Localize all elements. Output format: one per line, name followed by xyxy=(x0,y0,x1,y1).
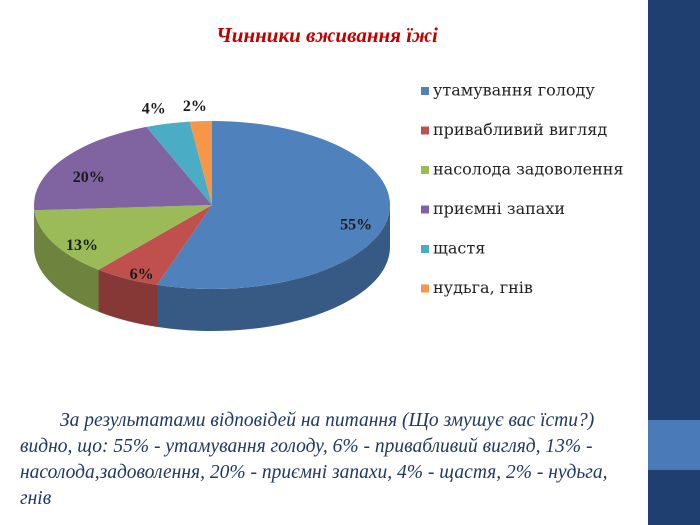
legend-swatch xyxy=(421,87,429,95)
pie-slice xyxy=(146,121,212,205)
pie-side xyxy=(34,210,99,312)
legend-swatch xyxy=(421,284,429,293)
legend-label: щастя xyxy=(433,239,485,258)
pie-slice xyxy=(33,126,212,211)
caption: За результатами відповідей на питання (Щ… xyxy=(20,410,608,509)
pie-side xyxy=(98,269,157,327)
pie-side xyxy=(156,205,390,331)
pie-slice xyxy=(34,205,212,270)
data-label: 55% xyxy=(340,216,372,233)
data-label: 20% xyxy=(73,169,105,186)
data-label: 6% xyxy=(130,266,154,283)
pie-slice xyxy=(98,205,212,285)
legend-swatch xyxy=(421,126,429,135)
sidebar-accent xyxy=(648,420,700,470)
chart: Чинники вживання їжі 55% 6% 13% 20% 4% 2% утам… xyxy=(33,23,624,331)
data-label: 13% xyxy=(66,237,98,254)
legend-label: приємні запахи xyxy=(433,199,565,218)
legend-swatch xyxy=(421,166,429,174)
legend-swatch xyxy=(421,245,429,253)
legend-label: привабливий вигляд xyxy=(433,120,607,139)
legend-label: утамування голоду xyxy=(433,81,595,100)
chart-title: Чинники вживання їжі xyxy=(216,23,438,47)
legend-label: нудьга, гнів xyxy=(433,278,533,297)
data-label: 4% xyxy=(142,100,166,117)
legend-label: насолода задоволення xyxy=(433,160,624,179)
pie-slice xyxy=(189,121,212,205)
data-label: 2% xyxy=(183,98,207,115)
legend-swatch xyxy=(421,205,429,214)
pie-slice xyxy=(156,121,391,289)
